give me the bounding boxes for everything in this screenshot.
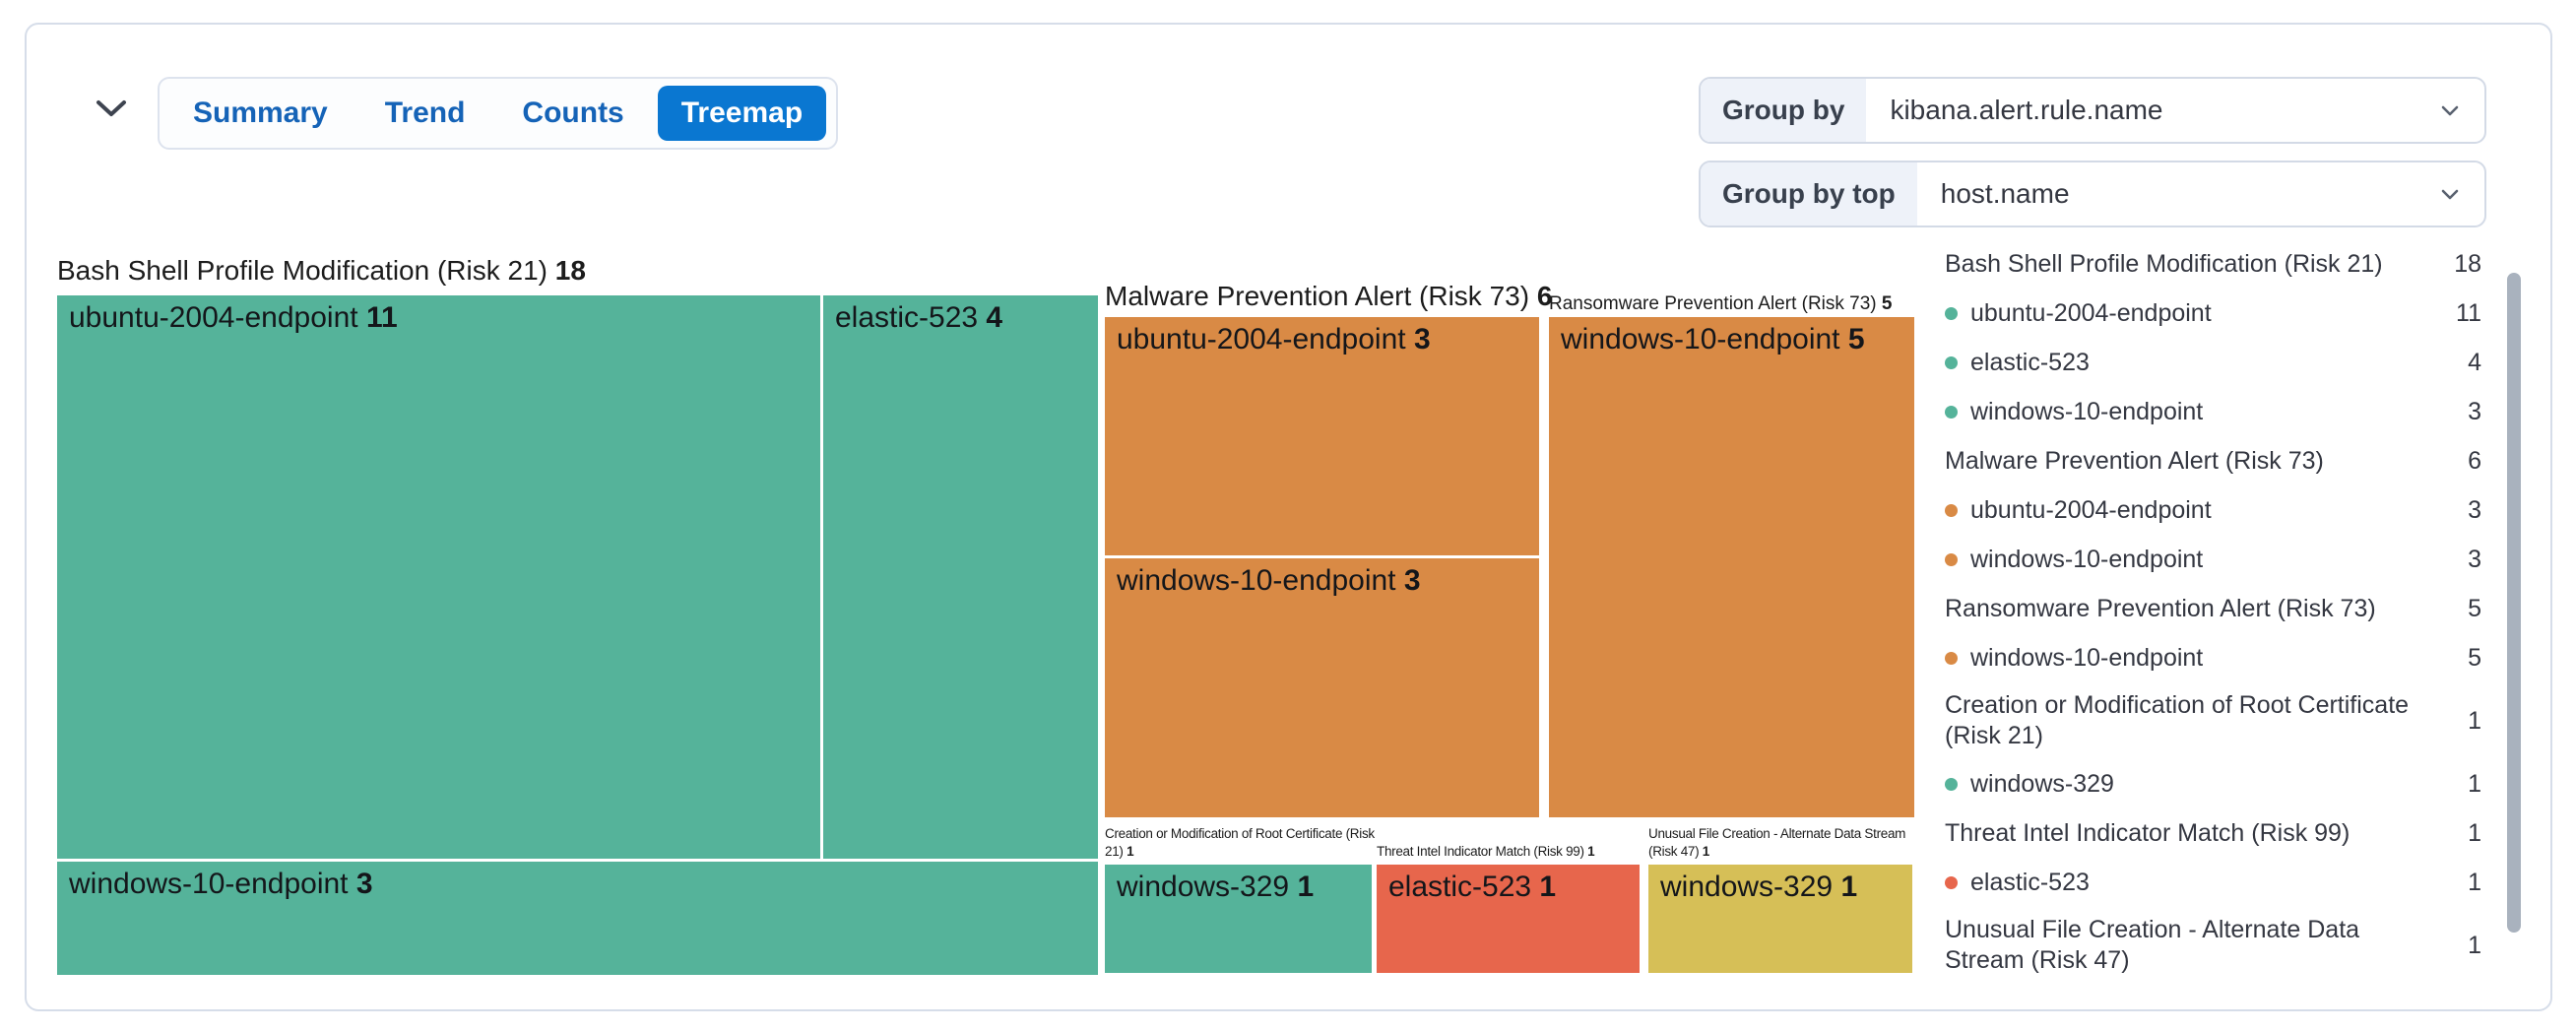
legend-row-rule[interactable]: Threat Intel Indicator Match (Risk 99) 1 <box>1945 808 2481 858</box>
legend-color-dot <box>1945 552 1958 566</box>
legend-label: windows-10-endpoint <box>1970 397 2204 425</box>
treemap-tile-malware-ubuntu[interactable]: ubuntu-2004-endpoint 3 <box>1105 317 1539 555</box>
treemap-tile-bash-ubuntu[interactable]: ubuntu-2004-endpoint 11 <box>57 295 820 859</box>
legend-count: 1 <box>2468 931 2481 959</box>
legend-count: 3 <box>2468 495 2481 524</box>
treemap-group-header-bash: Bash Shell Profile Modification (Risk 21… <box>57 255 586 286</box>
group-by-control: Group by kibana.alert.rule.name <box>1699 77 2486 144</box>
treemap-group-header-malware: Malware Prevention Alert (Risk 73) 6 <box>1105 281 1553 311</box>
legend-label: windows-10-endpoint <box>1970 643 2204 672</box>
legend-count: 5 <box>2468 594 2481 622</box>
group-by-select[interactable]: kibana.alert.rule.name <box>1890 95 2163 125</box>
legend-label: windows-329 <box>1970 769 2114 798</box>
legend-count: 6 <box>2468 446 2481 475</box>
legend-label: Threat Intel Indicator Match (Risk 99) <box>1945 818 2351 847</box>
legend-count: 1 <box>2468 769 2481 798</box>
legend-color-dot <box>1945 405 1958 419</box>
group-by-top-label: Group by top <box>1701 162 1917 226</box>
legend-row-host[interactable]: elastic-523 4 <box>1945 338 2481 387</box>
group-by-top-control: Group by top host.name <box>1699 161 2486 227</box>
legend-row-rule[interactable]: Ransomware Prevention Alert (Risk 73) 5 <box>1945 584 2481 633</box>
treemap-tile-root-certificate-windows329[interactable]: windows-329 1 <box>1105 865 1372 973</box>
treemap-legend: Bash Shell Profile Modification (Risk 21… <box>1945 239 2481 984</box>
legend-count: 1 <box>2468 868 2481 896</box>
legend-row-host[interactable]: windows-10-endpoint 3 <box>1945 535 2481 584</box>
legend-row-host[interactable]: windows-329 1 <box>1945 759 2481 808</box>
legend-row-host[interactable]: windows-10-endpoint 5 <box>1945 633 2481 682</box>
legend-label: elastic-523 <box>1970 868 2090 896</box>
legend-count: 4 <box>2468 348 2481 376</box>
legend-count: 11 <box>2456 298 2481 327</box>
chevron-down-icon <box>2435 162 2484 226</box>
legend-row-rule[interactable]: Malware Prevention Alert (Risk 73) 6 <box>1945 436 2481 485</box>
legend-color-dot <box>1945 651 1958 665</box>
accordion-toggle-button[interactable] <box>90 90 133 129</box>
legend-row-rule[interactable]: Bash Shell Profile Modification (Risk 21… <box>1945 239 2481 289</box>
legend-count: 3 <box>2468 397 2481 425</box>
legend-label: ubuntu-2004-endpoint <box>1970 495 2212 524</box>
legend-color-dot <box>1945 875 1958 889</box>
group-by-top-select[interactable]: host.name <box>1940 178 2070 209</box>
legend-scrollbar-thumb[interactable] <box>2507 273 2521 933</box>
treemap-tile-unusual-file-windows329[interactable]: windows-329 1 <box>1648 865 1912 973</box>
group-by-label: Group by <box>1701 79 1867 142</box>
treemap-group-header-threat-intel: Threat Intel Indicator Match (Risk 99) 1 <box>1377 844 1595 859</box>
tab-counts[interactable]: Counts <box>498 86 647 141</box>
legend-count: 1 <box>2468 818 2481 847</box>
legend-color-dot <box>1945 777 1958 791</box>
chevron-down-icon <box>2435 79 2484 142</box>
legend-row-host[interactable]: ubuntu-2004-endpoint 11 <box>1945 289 2481 338</box>
view-tab-group: Summary Trend Counts Treemap <box>158 77 839 150</box>
tab-trend[interactable]: Trend <box>361 86 489 141</box>
legend-label: windows-10-endpoint <box>1970 545 2204 573</box>
legend-color-dot <box>1945 355 1958 369</box>
legend-color-dot <box>1945 503 1958 517</box>
tab-summary[interactable]: Summary <box>169 86 352 141</box>
legend-label: Creation or Modification of Root Certifi… <box>1945 691 2410 749</box>
treemap-tile-bash-windows10[interactable]: windows-10-endpoint 3 <box>57 862 1098 975</box>
legend-label: Unusual File Creation - Alternate Data S… <box>1945 916 2360 974</box>
legend-count: 3 <box>2468 545 2481 573</box>
tab-treemap[interactable]: Treemap <box>657 86 827 141</box>
legend-label: ubuntu-2004-endpoint <box>1970 298 2212 327</box>
legend-row-rule[interactable]: Creation or Modification of Root Certifi… <box>1945 682 2481 759</box>
legend-label: Ransomware Prevention Alert (Risk 73) <box>1945 594 2376 622</box>
legend-count: 1 <box>2468 706 2481 735</box>
legend-count: 5 <box>2468 643 2481 672</box>
legend-row-host[interactable]: elastic-523 1 <box>1945 858 2481 907</box>
legend-row-host[interactable]: ubuntu-2004-endpoint 3 <box>1945 485 2481 535</box>
legend-label: Bash Shell Profile Modification (Risk 21… <box>1945 249 2383 278</box>
treemap-tile-threat-intel-elastic[interactable]: elastic-523 1 <box>1377 865 1640 973</box>
legend-color-dot <box>1945 306 1958 320</box>
treemap-tile-ransomware-windows10[interactable]: windows-10-endpoint 5 <box>1549 317 1914 817</box>
treemap-group-header-root-certificate: Creation or Modification of Root Certifi… <box>1105 826 1375 859</box>
treemap-tile-malware-windows10[interactable]: windows-10-endpoint 3 <box>1105 558 1539 817</box>
legend-label: elastic-523 <box>1970 348 2090 376</box>
treemap-group-header-ransomware: Ransomware Prevention Alert (Risk 73) 5 <box>1549 293 1893 314</box>
treemap-group-header-unusual-file: Unusual File Creation - Alternate Data S… <box>1648 826 1906 859</box>
legend-count: 18 <box>2454 249 2481 278</box>
treemap-tile-bash-elastic[interactable]: elastic-523 4 <box>823 295 1098 859</box>
legend-row-host[interactable]: windows-10-endpoint 3 <box>1945 387 2481 436</box>
legend-row-rule[interactable]: Unusual File Creation - Alternate Data S… <box>1945 907 2481 984</box>
chevron-down-icon <box>95 97 128 122</box>
legend-label: Malware Prevention Alert (Risk 73) <box>1945 446 2324 475</box>
